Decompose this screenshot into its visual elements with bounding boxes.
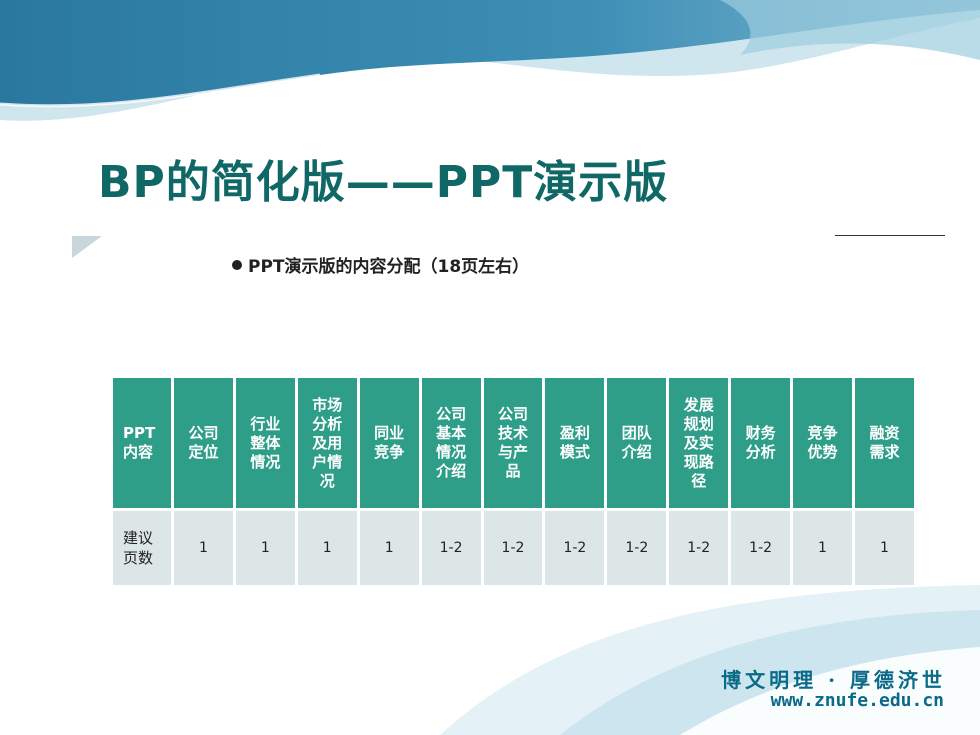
table-cell: 1 (854, 508, 914, 585)
bullet-heading: PPT演示版的内容分配（18页左右） (232, 252, 529, 277)
table-header-row: PPT 内容 公司 定位 行业 整体 情况 市场 分析 及用 户情 况 同业 竞… (113, 378, 914, 508)
table-cell: 1-2 (483, 508, 543, 585)
footer-wave-decoration (440, 585, 980, 735)
header-wave-decoration (0, 0, 980, 121)
table-cell: 建议 页数 (113, 508, 171, 585)
table-cell: 1 (235, 508, 295, 585)
table-cell: 1 (297, 508, 357, 585)
table-header-cell: 融资 需求 (854, 378, 914, 508)
footer-url: www.znufe.edu.cn (770, 690, 944, 711)
table-header-cell: 团队 介绍 (607, 378, 667, 508)
corner-decoration (72, 236, 102, 258)
table-cell: 1-2 (669, 508, 729, 585)
table-cell: 1-2 (731, 508, 791, 585)
slide-title: BP的简化版——PPT演示版 (98, 157, 669, 208)
table-header-cell: 财务 分析 (731, 378, 791, 508)
table-header-cell: 行业 整体 情况 (235, 378, 295, 508)
table-header-cell: 公司 定位 (174, 378, 233, 508)
bullet-text: PPT演示版的内容分配（18页左右） (248, 257, 530, 277)
table-cell: 1-2 (545, 508, 605, 585)
table-header-cell: 公司 技术 与产 品 (483, 378, 543, 508)
table-cell: 1 (174, 508, 233, 585)
table-cell: 1-2 (421, 508, 481, 585)
table-cell: 1-2 (607, 508, 667, 585)
divider-line (835, 235, 945, 236)
footer-motto: 博文明理 · 厚德济世 (721, 668, 946, 692)
table-header-cell: PPT 内容 (113, 378, 171, 508)
table-row: 建议 页数 1 1 1 1 1-2 1-2 1-2 1-2 1-2 1-2 1 … (113, 508, 914, 585)
table-header-cell: 竞争 优势 (793, 378, 852, 508)
bullet-dot-icon (232, 260, 242, 270)
table-header-cell: 市场 分析 及用 户情 况 (297, 378, 357, 508)
table-cell: 1 (793, 508, 852, 585)
table-header-cell: 盈利 模式 (545, 378, 605, 508)
table-header-cell: 公司 基本 情况 介绍 (421, 378, 481, 508)
table-header-cell: 发展 规划 及实 现路 径 (669, 378, 729, 508)
table-header-cell: 同业 竞争 (359, 378, 419, 508)
table-cell: 1 (359, 508, 419, 585)
content-allocation-table: PPT 内容 公司 定位 行业 整体 情况 市场 分析 及用 户情 况 同业 竞… (110, 378, 917, 585)
